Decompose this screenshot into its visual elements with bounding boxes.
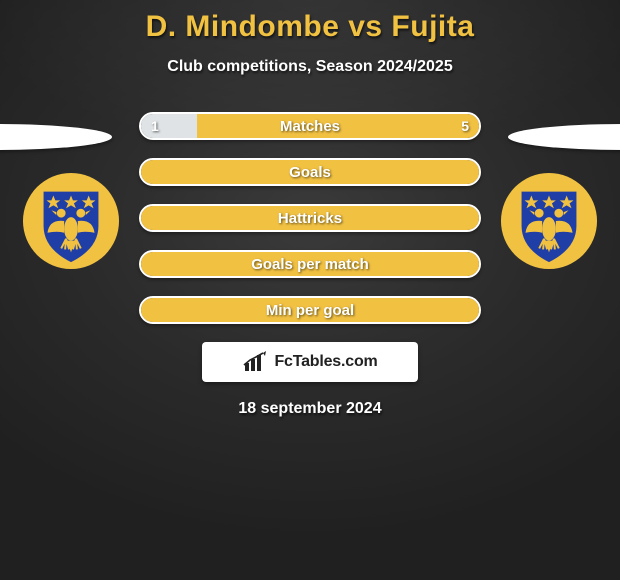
- player-pill-left: [0, 124, 112, 150]
- stat-bar-row: Min per goal: [139, 296, 481, 324]
- club-crest-right: [500, 172, 598, 270]
- stat-bar-right-fill: [141, 298, 479, 322]
- club-crest-left: [22, 172, 120, 270]
- date-label: 18 september 2024: [0, 400, 620, 418]
- subtitle: Club competitions, Season 2024/2025: [0, 58, 620, 76]
- stat-bar-left-fill: [141, 114, 197, 138]
- stat-bar-row: Goals: [139, 158, 481, 186]
- stat-bar-row: Goals per match: [139, 250, 481, 278]
- stat-bar-right-fill: [141, 206, 479, 230]
- stat-bars: Matches15 Goals Hattricks Goals per match Mi…: [139, 112, 481, 324]
- stat-bar-right-fill: [141, 252, 479, 276]
- site-logo: FcTables.com: [202, 342, 418, 382]
- page-title: D. Mindombe vs Fujita: [0, 0, 620, 44]
- player-pill-right: [508, 124, 620, 150]
- stat-bar-right-fill: [197, 114, 479, 138]
- stat-bar-right-fill: [141, 160, 479, 184]
- bar-chart-icon: [242, 351, 268, 373]
- site-logo-text: FcTables.com: [274, 353, 377, 371]
- stat-bar-row: Hattricks: [139, 204, 481, 232]
- stat-bar-row: Matches15: [139, 112, 481, 140]
